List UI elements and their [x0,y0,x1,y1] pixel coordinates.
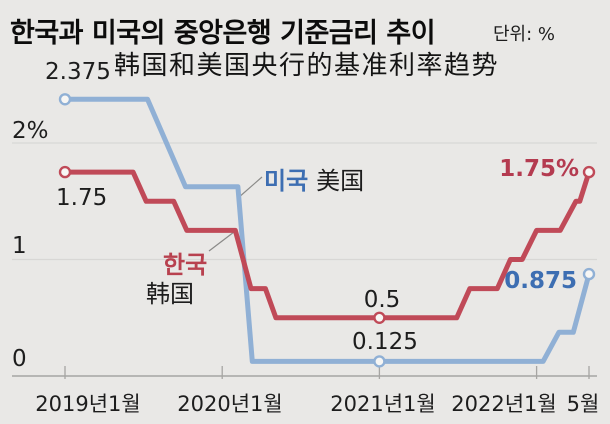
y-axis-label-2pct: 2% [12,118,49,144]
us-series-name-korean: 미국 [264,167,309,195]
chart-title: 한국과 미국의 중앙은행 기준금리 추이 [10,18,436,49]
us-start-value-label: 2.375 [45,59,111,85]
kr-legend-leader-line [208,231,235,252]
us-mid-value-label: 0.125 [352,329,418,355]
x-axis-label-2019jan: 2019년1월 [35,392,141,416]
us-end-value-label: 0.875 [504,268,577,294]
us-series-legend: 미국 美国 [264,161,364,196]
x-axis-label-2021jan: 2021년1월 [330,392,436,416]
x-axis-label-may: 5월 [566,392,600,416]
kr-end-value-label: 1.75% [499,156,579,182]
us-legend-leader-line [237,176,263,199]
x-axis-label-2022jan: 2022년1월 [451,392,557,416]
kr-series-name-chinese: 韩国 [146,280,194,308]
unit-label: 단위: % [493,24,556,45]
kr-start-value-label: 1.75 [56,185,108,211]
us-series-name-chinese: 美国 [316,167,365,195]
kr-mid-value-label: 0.5 [363,287,401,313]
y-axis-label-0: 0 [12,346,27,372]
kr-series-name-korean: 한국 [163,251,208,279]
chart-subtitle: 韩国和美国央行的基准利率趋势 [114,51,500,81]
x-axis-label-2020jan: 2020년1월 [177,392,283,416]
y-axis-label-1: 1 [12,233,27,259]
